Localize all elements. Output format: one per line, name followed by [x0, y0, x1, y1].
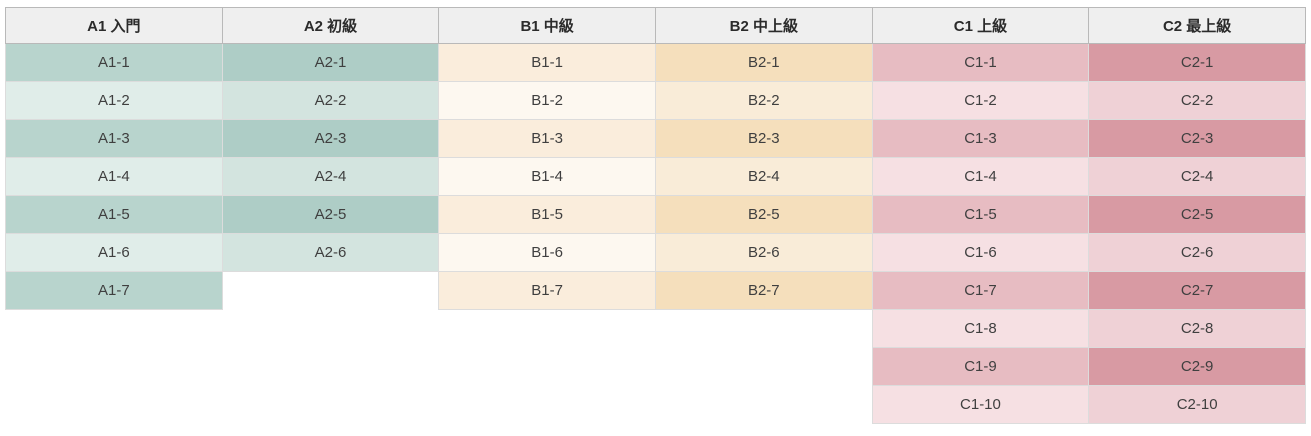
table-body: A1-1 A2-1 B1-1 B2-1 C1-1 C2-1 A1-2 A2-2 B1-2 B2-2…	[5, 43, 1306, 424]
level-table-container: A1 入門 A2 初級 B1 中級 B2 中上級 C1 上級 C2 最上級 A1…	[5, 7, 1306, 424]
cell-A2-1: A2-1	[221, 43, 440, 82]
column-header-c2: C2 最上級	[1088, 7, 1306, 44]
cell-C2-9: C2-9	[1088, 347, 1306, 386]
column-header-c1: C1 上級	[871, 7, 1090, 44]
cell-C2-3: C2-3	[1088, 119, 1306, 158]
cell-C1-8: C1-8	[871, 309, 1090, 348]
cell-A1-5: A1-5	[5, 195, 223, 234]
cell-C2-10: C2-10	[1088, 385, 1306, 424]
cell-A1-1: A1-1	[5, 43, 223, 82]
empty-cell	[655, 347, 873, 386]
cell-B1-7: B1-7	[438, 271, 656, 310]
table-row: A1-6 A2-6 B1-6 B2-6 C1-6 C2-6	[5, 233, 1306, 272]
table-row: A1-1 A2-1 B1-1 B2-1 C1-1 C2-1	[5, 43, 1306, 82]
cell-B1-3: B1-3	[438, 119, 656, 158]
cell-C2-4: C2-4	[1088, 157, 1306, 196]
cell-A2-6: A2-6	[221, 233, 440, 272]
cell-C2-2: C2-2	[1088, 81, 1306, 120]
cell-A1-3: A1-3	[5, 119, 223, 158]
table-row: C1-8 C2-8	[5, 309, 1306, 348]
cell-C1-10: C1-10	[871, 385, 1090, 424]
column-header-a1: A1 入門	[5, 7, 223, 44]
column-header-a2: A2 初級	[221, 7, 440, 44]
cell-C2-7: C2-7	[1088, 271, 1306, 310]
cell-B2-1: B2-1	[654, 43, 873, 82]
cell-B2-3: B2-3	[654, 119, 873, 158]
empty-cell	[222, 309, 439, 348]
cell-B2-2: B2-2	[654, 81, 873, 120]
cell-A1-2: A1-2	[5, 81, 223, 120]
cell-C2-8: C2-8	[1088, 309, 1306, 348]
cell-A2-2: A2-2	[221, 81, 440, 120]
cell-B2-7: B2-7	[654, 271, 873, 310]
table-header: A1 入門 A2 初級 B1 中級 B2 中上級 C1 上級 C2 最上級	[5, 7, 1306, 44]
cell-B1-1: B1-1	[438, 43, 656, 82]
cell-B2-4: B2-4	[654, 157, 873, 196]
cell-C1-7: C1-7	[871, 271, 1090, 310]
empty-cell	[655, 309, 873, 348]
cell-B1-5: B1-5	[438, 195, 656, 234]
empty-cell	[222, 385, 439, 424]
cell-B2-5: B2-5	[654, 195, 873, 234]
cell-C1-2: C1-2	[871, 81, 1090, 120]
empty-cell	[222, 271, 439, 310]
table-row: A1-5 A2-5 B1-5 B2-5 C1-5 C2-5	[5, 195, 1306, 234]
cell-A1-7: A1-7	[5, 271, 223, 310]
empty-cell	[5, 309, 223, 348]
cell-A1-4: A1-4	[5, 157, 223, 196]
cell-B2-6: B2-6	[654, 233, 873, 272]
cell-C1-4: C1-4	[871, 157, 1090, 196]
empty-cell	[655, 385, 873, 424]
empty-cell	[222, 347, 439, 386]
table-row: A1-4 A2-4 B1-4 B2-4 C1-4 C2-4	[5, 157, 1306, 196]
cell-A2-3: A2-3	[221, 119, 440, 158]
table-row: A1-2 A2-2 B1-2 B2-2 C1-2 C2-2	[5, 81, 1306, 120]
table-row: C1-9 C2-9	[5, 347, 1306, 386]
cell-B1-6: B1-6	[438, 233, 656, 272]
cefr-level-table: A1 入門 A2 初級 B1 中級 B2 中上級 C1 上級 C2 最上級 A1…	[5, 7, 1306, 424]
empty-cell	[438, 385, 656, 424]
empty-cell	[5, 347, 223, 386]
table-row: A1-3 A2-3 B1-3 B2-3 C1-3 C2-3	[5, 119, 1306, 158]
table-row: C1-10 C2-10	[5, 385, 1306, 424]
table-row: A1-7 B1-7 B2-7 C1-7 C2-7	[5, 271, 1306, 310]
cell-C2-6: C2-6	[1088, 233, 1306, 272]
cell-C1-5: C1-5	[871, 195, 1090, 234]
cell-A1-6: A1-6	[5, 233, 223, 272]
empty-cell	[438, 309, 656, 348]
column-header-b2: B2 中上級	[654, 7, 873, 44]
cell-A2-5: A2-5	[221, 195, 440, 234]
cell-A2-4: A2-4	[221, 157, 440, 196]
column-header-b1: B1 中級	[438, 7, 656, 44]
empty-cell	[438, 347, 656, 386]
cell-C1-9: C1-9	[871, 347, 1090, 386]
cell-C1-6: C1-6	[871, 233, 1090, 272]
cell-B1-4: B1-4	[438, 157, 656, 196]
cell-C1-1: C1-1	[871, 43, 1090, 82]
cell-B1-2: B1-2	[438, 81, 656, 120]
empty-cell	[5, 385, 223, 424]
cell-C2-5: C2-5	[1088, 195, 1306, 234]
cell-C1-3: C1-3	[871, 119, 1090, 158]
header-row: A1 入門 A2 初級 B1 中級 B2 中上級 C1 上級 C2 最上級	[5, 7, 1306, 44]
cell-C2-1: C2-1	[1088, 43, 1306, 82]
